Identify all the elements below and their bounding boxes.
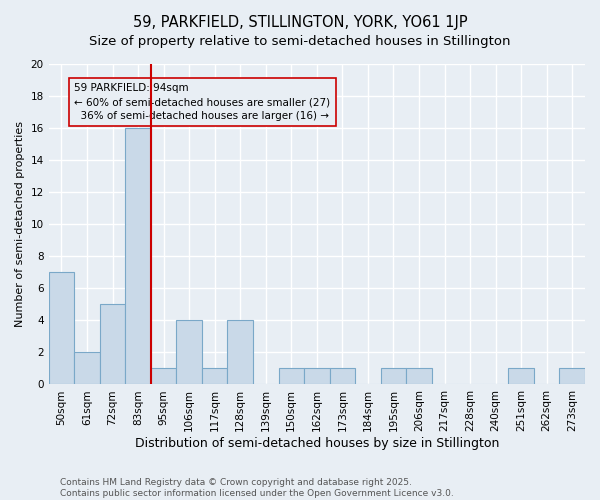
Bar: [559, 368, 585, 384]
Bar: [329, 368, 355, 384]
Bar: [304, 368, 329, 384]
Text: Contains HM Land Registry data © Crown copyright and database right 2025.
Contai: Contains HM Land Registry data © Crown c…: [60, 478, 454, 498]
Bar: [100, 304, 125, 384]
Bar: [176, 320, 202, 384]
Bar: [278, 368, 304, 384]
Text: 59, PARKFIELD, STILLINGTON, YORK, YO61 1JP: 59, PARKFIELD, STILLINGTON, YORK, YO61 1…: [133, 15, 467, 30]
Bar: [125, 128, 151, 384]
Bar: [227, 320, 253, 384]
Bar: [74, 352, 100, 384]
Bar: [151, 368, 176, 384]
X-axis label: Distribution of semi-detached houses by size in Stillington: Distribution of semi-detached houses by …: [134, 437, 499, 450]
Bar: [49, 272, 74, 384]
Bar: [202, 368, 227, 384]
Bar: [380, 368, 406, 384]
Bar: [406, 368, 432, 384]
Text: 59 PARKFIELD: 94sqm
← 60% of semi-detached houses are smaller (27)
  36% of semi: 59 PARKFIELD: 94sqm ← 60% of semi-detach…: [74, 83, 331, 121]
Text: Size of property relative to semi-detached houses in Stillington: Size of property relative to semi-detach…: [89, 35, 511, 48]
Y-axis label: Number of semi-detached properties: Number of semi-detached properties: [15, 121, 25, 327]
Bar: [508, 368, 534, 384]
